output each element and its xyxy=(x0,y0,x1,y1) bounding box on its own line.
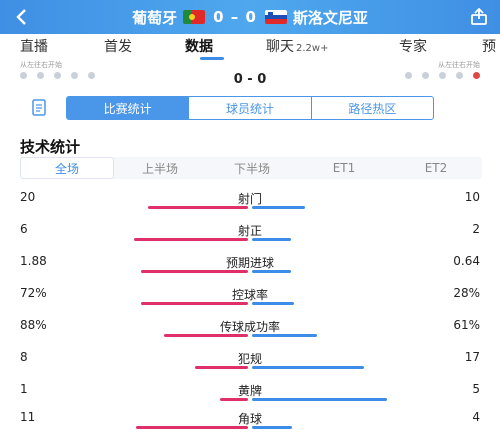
stat-away-bar xyxy=(252,366,364,369)
stat-home-bar xyxy=(141,302,248,305)
stat-row: 88% 传球成功率 61% xyxy=(0,318,500,348)
home-team-name: 葡萄牙 xyxy=(132,8,178,27)
stat-row: 8 犯规 17 xyxy=(0,350,500,380)
stat-away-value: 28% xyxy=(453,286,480,300)
stat-home-value: 1.88 xyxy=(20,254,47,268)
event-dot xyxy=(71,72,78,79)
event-dot xyxy=(20,72,27,79)
event-dot xyxy=(54,72,61,79)
active-tab-indicator xyxy=(200,57,224,60)
stat-away-value: 2 xyxy=(472,222,480,236)
stat-row: 1 黄牌 5 xyxy=(0,382,500,412)
event-dot xyxy=(456,72,463,79)
stat-name: 预期进球 xyxy=(225,256,274,270)
stat-home-value: 88% xyxy=(20,318,47,332)
stat-row: 6 射正 2 xyxy=(0,222,500,252)
stat-away-value: 61% xyxy=(453,318,480,332)
stat-home-value: 8 xyxy=(20,350,28,364)
stat-away-bar xyxy=(252,270,291,273)
period-selector: 全场 上半场 下半场 ET1 ET2 xyxy=(20,157,482,179)
chevron-left-icon xyxy=(16,9,26,25)
stat-away-bar xyxy=(252,334,317,337)
stat-name: 射门 xyxy=(237,192,262,206)
stat-home-bar xyxy=(136,426,248,429)
period-et2[interactable]: ET2 xyxy=(424,161,448,175)
stat-away-bar xyxy=(252,302,294,305)
stats-subtabs: 比赛统计 球员统计 路径热区 xyxy=(66,96,434,120)
stat-home-bar xyxy=(195,366,248,369)
stat-away-value: 4 xyxy=(472,410,480,424)
tab-match-stats[interactable]: 比赛统计 xyxy=(67,97,190,119)
event-dot xyxy=(405,72,412,79)
portugal-flag-icon xyxy=(183,10,206,24)
back-button[interactable] xyxy=(8,4,34,30)
tab-lineup[interactable]: 首发 xyxy=(104,39,132,55)
stat-name: 犯规 xyxy=(237,352,262,366)
stat-away-value: 17 xyxy=(464,350,480,364)
tab-chat[interactable]: 聊天 2.2w+ xyxy=(266,36,328,56)
match-score: 0 – 0 xyxy=(213,8,257,26)
stat-row: 20 射门 10 xyxy=(0,190,500,220)
period-second-half[interactable]: 下半场 xyxy=(233,161,270,176)
stat-home-value: 1 xyxy=(20,382,28,396)
section-title: 技术统计 xyxy=(20,138,81,156)
stat-home-value: 72% xyxy=(20,286,47,300)
event-dot xyxy=(422,72,429,79)
stat-home-value: 11 xyxy=(20,410,36,424)
period-first-half[interactable]: 上半场 xyxy=(141,161,178,176)
tab-chat-label: 聊天 xyxy=(266,39,294,55)
tab-player-stats[interactable]: 球员统计 xyxy=(189,97,312,119)
period-et1[interactable]: ET1 xyxy=(332,161,356,175)
stat-name: 控球率 xyxy=(231,288,268,302)
match-header: 葡萄牙 0 – 0 斯洛文尼亚 xyxy=(0,0,500,34)
stat-away-value: 10 xyxy=(464,190,480,204)
tab-live[interactable]: 直播 xyxy=(20,39,48,55)
stat-away-bar xyxy=(252,398,387,401)
stat-away-value: 5 xyxy=(472,382,480,396)
tab-experts[interactable]: 专家 xyxy=(399,39,427,55)
stat-home-bar xyxy=(164,334,248,337)
event-dot-card xyxy=(473,72,480,79)
stat-name: 黄牌 xyxy=(237,384,262,398)
stat-row: 1.88 预期进球 0.64 xyxy=(0,254,500,284)
away-team: 斯洛文尼亚 xyxy=(264,7,368,28)
event-dot xyxy=(88,72,95,79)
event-dot xyxy=(37,72,44,79)
stat-home-value: 6 xyxy=(20,222,28,236)
stat-away-bar xyxy=(252,426,292,429)
stat-home-bar xyxy=(148,206,248,209)
slovenia-flag-icon xyxy=(264,10,287,24)
stat-name: 角球 xyxy=(237,412,262,426)
stat-home-bar xyxy=(220,398,248,401)
stat-row: 72% 控球率 28% xyxy=(0,286,500,316)
stat-away-value: 0.64 xyxy=(453,254,480,268)
share-button[interactable] xyxy=(466,4,492,30)
timeline-left-label: 从左往右开始 xyxy=(20,61,62,69)
home-event-dots xyxy=(20,72,95,79)
stat-row: 11 角球 4 xyxy=(0,410,500,440)
main-tabs: 直播 首发 数据 聊天 2.2w+ 专家 预 xyxy=(0,34,500,60)
tab-data[interactable]: 数据 xyxy=(185,39,213,55)
stat-home-bar xyxy=(141,270,248,273)
stat-home-bar xyxy=(134,238,248,241)
event-timeline: 从左往右开始 从左往右开始 0 - 0 xyxy=(0,60,500,98)
stat-name: 传球成功率 xyxy=(219,320,280,334)
tab-predict[interactable]: 预 xyxy=(482,39,496,55)
timeline-score: 0 - 0 xyxy=(233,72,267,87)
stat-name: 射正 xyxy=(237,224,262,238)
stat-home-value: 20 xyxy=(20,190,36,204)
period-full[interactable]: 全场 xyxy=(20,157,114,179)
away-team-name: 斯洛文尼亚 xyxy=(292,8,368,27)
event-dot xyxy=(439,72,446,79)
away-event-dots xyxy=(405,72,480,79)
stat-away-bar xyxy=(252,238,291,241)
document-icon[interactable] xyxy=(30,98,50,118)
stat-away-bar xyxy=(252,206,305,209)
chat-count: 2.2w+ xyxy=(296,43,329,54)
share-icon xyxy=(471,8,487,25)
home-team: 葡萄牙 xyxy=(132,7,206,28)
tab-heatmap[interactable]: 路径热区 xyxy=(348,101,397,116)
timeline-right-label: 从左往右开始 xyxy=(438,61,480,69)
